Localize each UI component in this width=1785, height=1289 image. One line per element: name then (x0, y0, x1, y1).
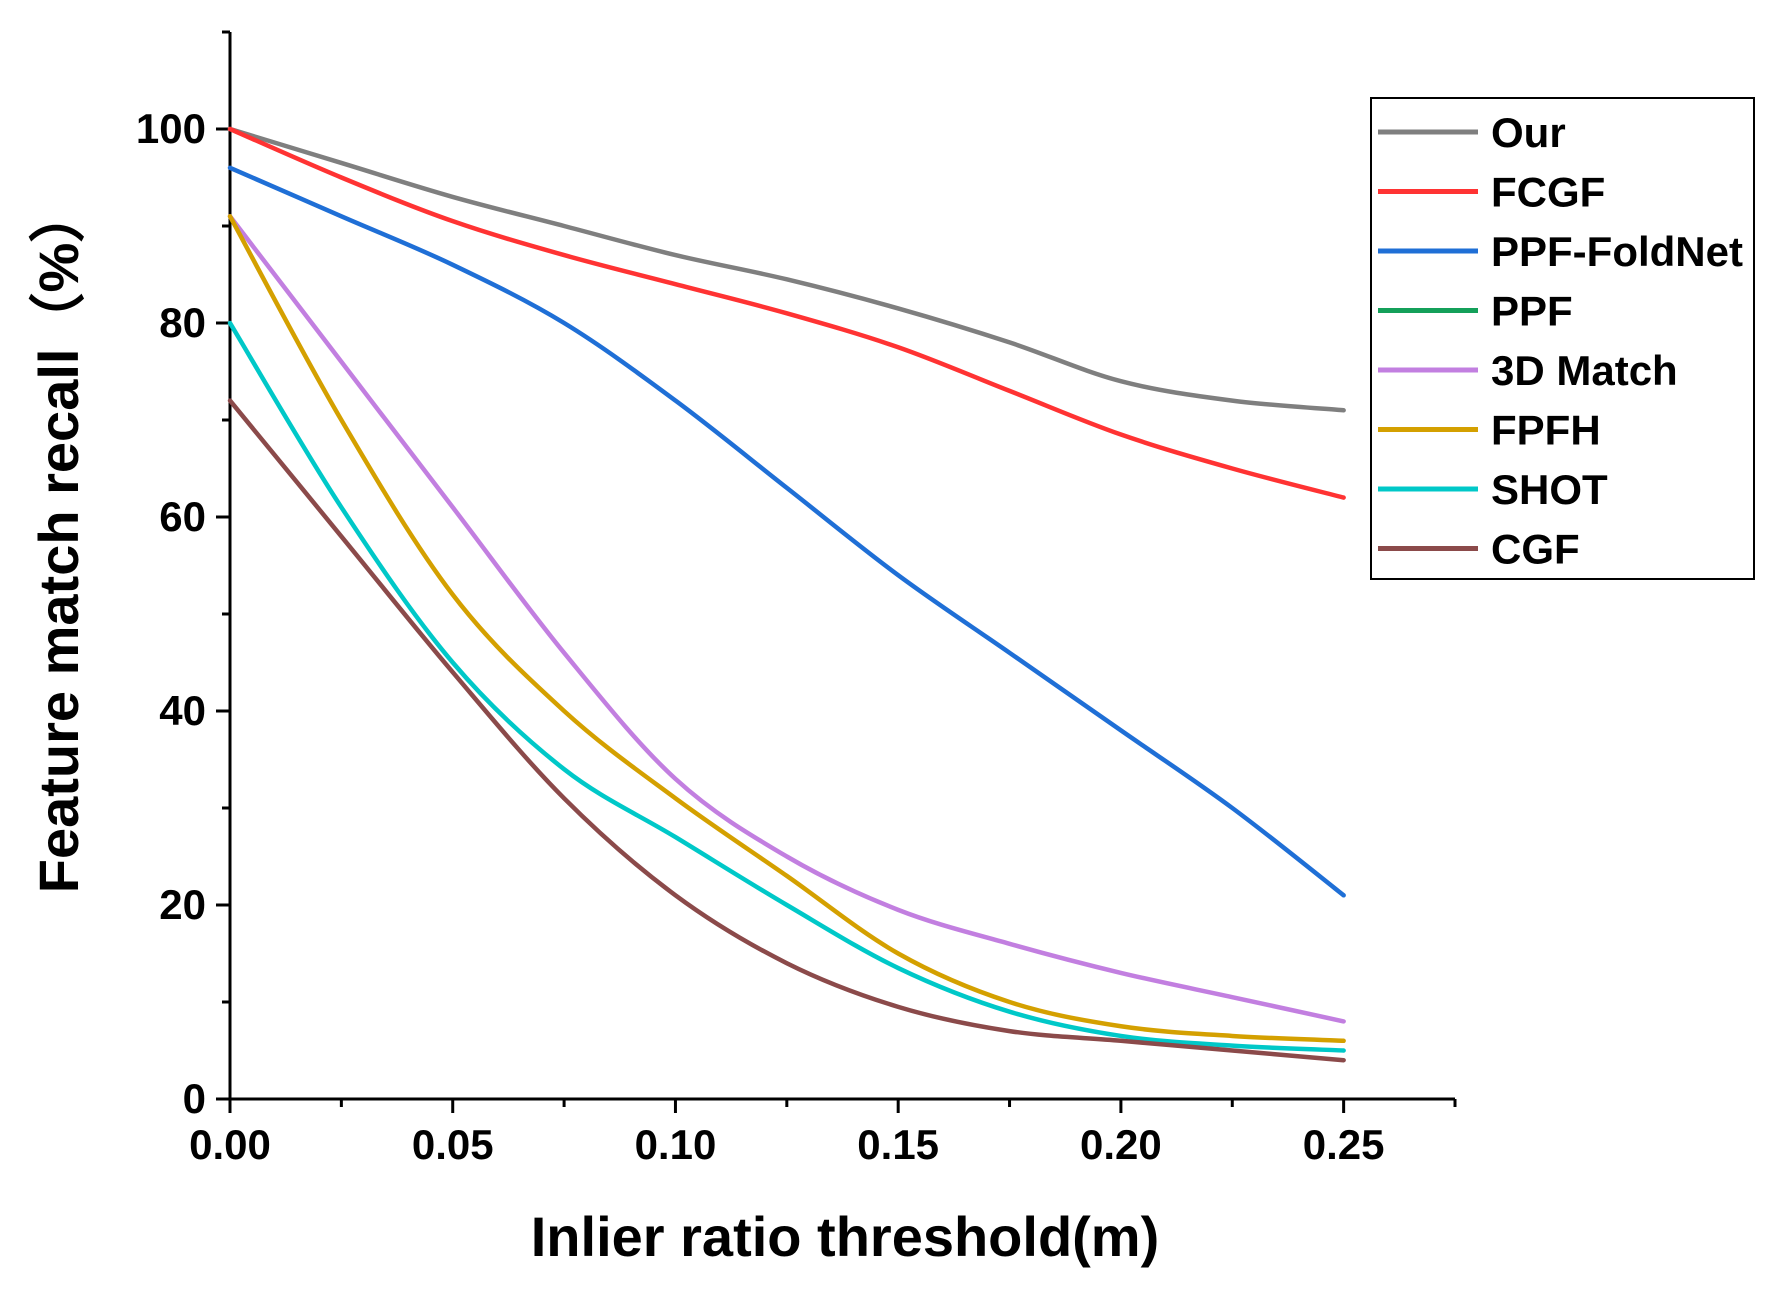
y-tick-label: 40 (159, 687, 206, 734)
x-tick-label: 0.25 (1303, 1121, 1385, 1168)
series-line-ppf-foldnet (227, 165, 1346, 898)
y-axis-title: Feature match recall（%） (27, 187, 90, 893)
legend-label-fcgf: FCGF (1491, 169, 1605, 216)
series-layer (227, 126, 1346, 1063)
x-tick-label: 0.20 (1080, 1121, 1162, 1168)
legend-box (1370, 97, 1755, 580)
series-line-cgf (227, 398, 1346, 1063)
legend-label-our: Our (1491, 109, 1566, 156)
y-tick-label: 0 (183, 1075, 206, 1122)
legend: Our FCGF PPF-FoldNet PPF 3D Match FPFH SHOT CGF (1370, 97, 1755, 580)
series-line-shot (227, 320, 1346, 1053)
legend-label-fpfh: FPFH (1491, 407, 1601, 454)
x-tick-label: 0.00 (189, 1121, 271, 1168)
y-tick-label: 20 (159, 881, 206, 928)
axes-layer: 0.00 0.05 0.10 0.15 0.20 0.25 0 20 40 60 80 100 (136, 30, 1457, 1168)
x-tick-label: 0.05 (412, 1121, 494, 1168)
series-line-our (227, 126, 1346, 413)
legend-label-3d-match: 3D Match (1491, 347, 1678, 394)
legend-label-ppf: PPF (1491, 288, 1573, 335)
legend-label-shot: SHOT (1491, 466, 1608, 513)
x-tick-label: 0.10 (635, 1121, 717, 1168)
x-tick-label: 0.15 (857, 1121, 939, 1168)
series-line-fpfh (227, 214, 1346, 1044)
series-line-3d-match (227, 214, 1346, 1024)
y-tick-label: 80 (159, 299, 206, 346)
legend-label-ppf-foldnet: PPF-FoldNet (1491, 228, 1743, 275)
y-tick-label: 60 (159, 493, 206, 540)
series-line-fcgf (227, 126, 1346, 500)
y-tick-label: 100 (136, 105, 206, 152)
legend-label-cgf: CGF (1491, 526, 1580, 573)
x-axis-title: Inlier ratio threshold(m) (531, 1205, 1160, 1268)
